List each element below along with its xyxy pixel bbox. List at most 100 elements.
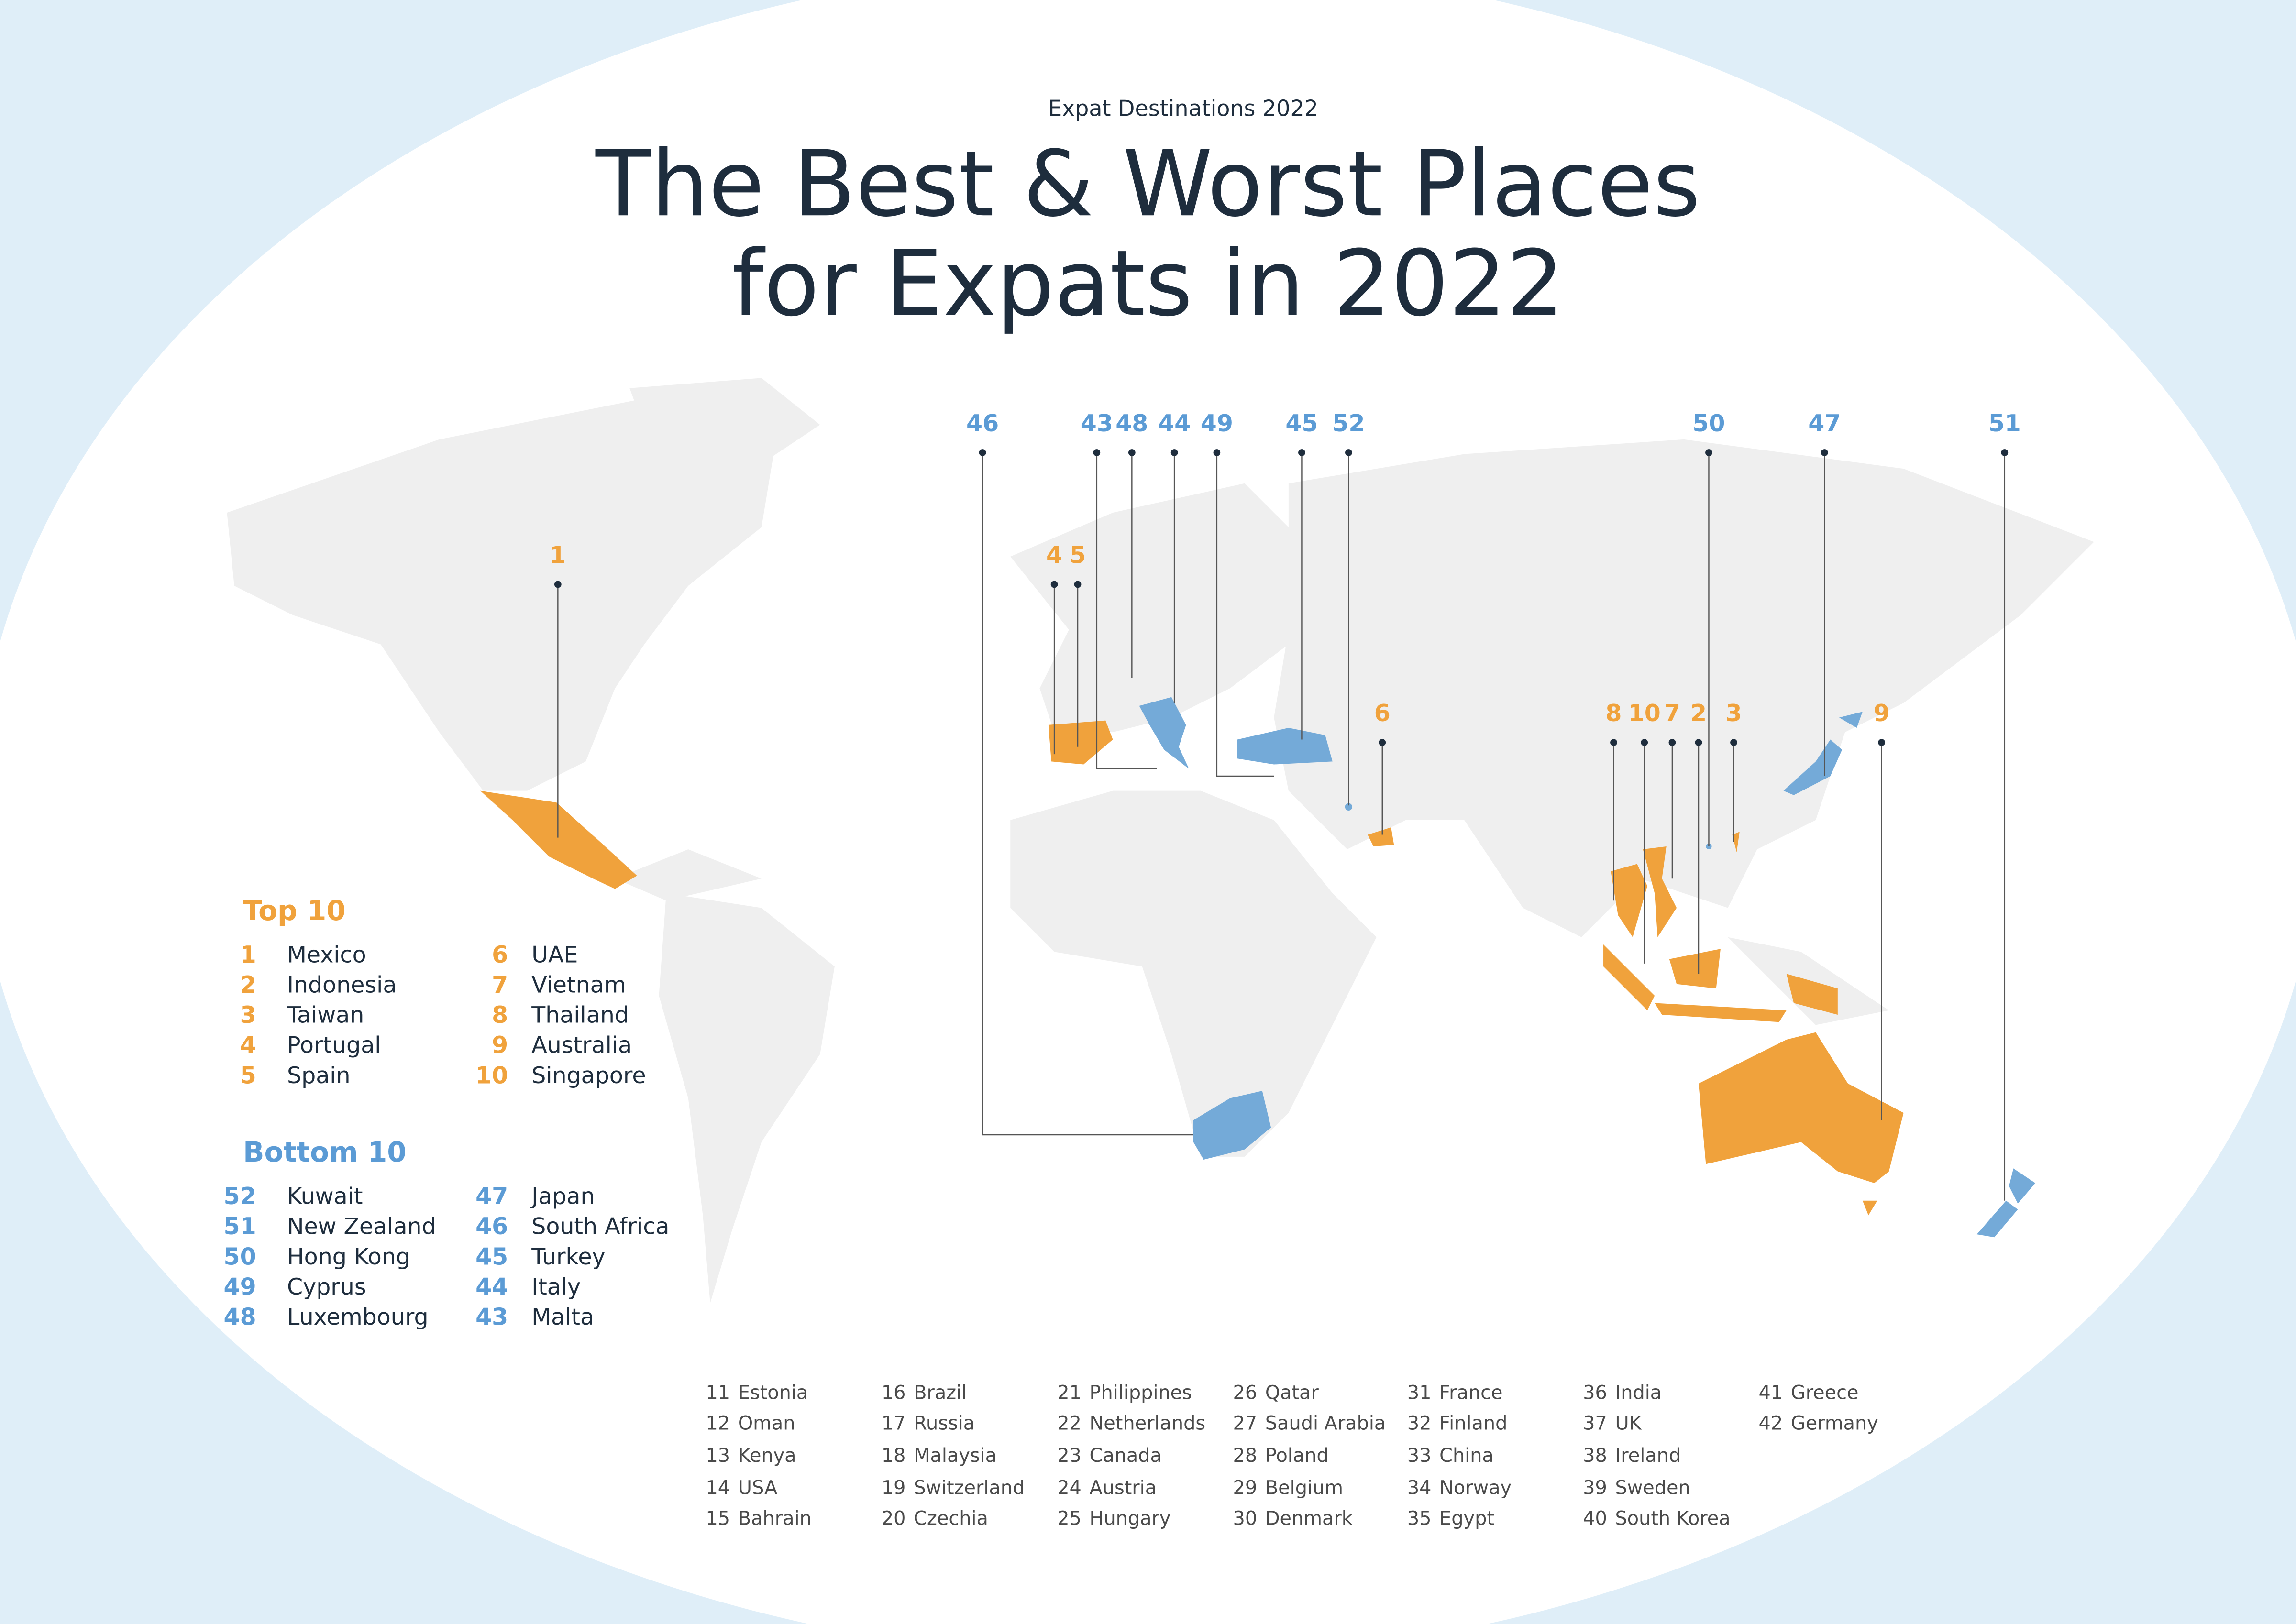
- rank: 48: [224, 1303, 256, 1330]
- map-rank: 1: [550, 541, 566, 569]
- rank: 6: [492, 941, 508, 968]
- rank: 52: [224, 1183, 256, 1210]
- country: [1643, 846, 1677, 937]
- rank: 36: [1583, 1382, 1607, 1404]
- country: [1345, 803, 1353, 811]
- country: Germany: [1791, 1413, 1878, 1435]
- rank: 32: [1407, 1413, 1432, 1435]
- leader-dot: [1610, 739, 1617, 746]
- callouts: 1 4 5 6 8 10 7 2 3 9 46 43 48 44 49 45 52 50 47 51: [550, 410, 2021, 1201]
- country: Sweden: [1615, 1477, 1690, 1499]
- rank: 10: [475, 1062, 508, 1089]
- country: Hong Kong: [287, 1244, 410, 1270]
- country: Cyprus: [287, 1274, 366, 1300]
- country: Belgium: [1265, 1477, 1343, 1499]
- leader-dot: [979, 449, 986, 456]
- lists: Top 10 Bottom 10 1 Mexico 2 Indonesia 3 Taiwan 4…: [224, 894, 1878, 1530]
- rank: 4: [240, 1031, 256, 1059]
- rank: 11: [706, 1382, 730, 1404]
- country: Malta: [531, 1304, 594, 1330]
- rank: 40: [1583, 1508, 1607, 1530]
- country: Norway: [1439, 1477, 1512, 1499]
- country: Italy: [531, 1274, 581, 1300]
- leader-dot: [1213, 449, 1221, 456]
- leader-line: [1096, 452, 1157, 769]
- rank: 12: [706, 1413, 730, 1435]
- country: Kuwait: [287, 1184, 363, 1210]
- country: India: [1615, 1382, 1662, 1404]
- country: [1655, 1003, 1787, 1022]
- rank: 43: [475, 1303, 508, 1330]
- rank: 30: [1233, 1508, 1258, 1530]
- kicker: Expat Destinations 2022: [1048, 96, 1318, 121]
- country: Finland: [1439, 1413, 1507, 1435]
- country: Malaysia: [914, 1445, 997, 1467]
- country: [480, 790, 637, 889]
- country: [1603, 944, 1655, 1010]
- country: Ireland: [1615, 1445, 1681, 1467]
- rank: 7: [492, 971, 508, 999]
- leader-dot: [1128, 449, 1136, 456]
- rank: 37: [1583, 1413, 1607, 1435]
- rank: 2: [240, 971, 256, 999]
- leader-dot: [1298, 449, 1305, 456]
- land: [1010, 483, 1318, 733]
- rank: 19: [882, 1477, 906, 1499]
- map-rank: 10: [1628, 700, 1661, 727]
- country: Spain: [287, 1063, 351, 1089]
- leader-dot: [1641, 739, 1648, 746]
- leader-dot: [1170, 449, 1178, 456]
- map-rank: 49: [1201, 410, 1233, 437]
- map-rank: 7: [1664, 700, 1680, 727]
- map-rank: 47: [1808, 410, 1841, 437]
- rank: 33: [1407, 1445, 1432, 1467]
- country: UK: [1615, 1413, 1642, 1435]
- country: UAE: [531, 942, 578, 968]
- rank: 3: [240, 1001, 256, 1029]
- country: Kenya: [738, 1445, 796, 1467]
- leader-dot: [1668, 739, 1676, 746]
- country: Austria: [1090, 1477, 1157, 1499]
- country: Greece: [1791, 1382, 1859, 1404]
- country: Denmark: [1265, 1508, 1353, 1530]
- leader-dot: [1379, 739, 1386, 746]
- rank: 49: [224, 1273, 256, 1300]
- rank: 20: [882, 1508, 906, 1530]
- rank: 41: [1759, 1382, 1783, 1404]
- leader-dot: [2001, 449, 2009, 456]
- map-rank: 43: [1081, 410, 1113, 437]
- list-heading: Bottom 10: [243, 1136, 407, 1168]
- country: Japan: [530, 1184, 595, 1210]
- country: France: [1439, 1382, 1502, 1404]
- map-rank: 50: [1692, 410, 1725, 437]
- land: [629, 378, 820, 483]
- rank: 35: [1407, 1508, 1432, 1530]
- country: [1862, 1200, 1877, 1216]
- rank: 8: [492, 1001, 508, 1029]
- leader-dot: [1730, 739, 1737, 746]
- leader-dot: [1093, 449, 1101, 456]
- rank: 18: [882, 1445, 906, 1467]
- rank: 51: [224, 1213, 256, 1240]
- leader-dot: [1821, 449, 1828, 456]
- country: [2009, 1168, 2036, 1204]
- rank: 38: [1583, 1445, 1607, 1467]
- country: [1193, 1091, 1271, 1160]
- country: Estonia: [738, 1382, 808, 1404]
- rank: 21: [1057, 1382, 1082, 1404]
- land: [615, 849, 762, 901]
- country: Saudi Arabia: [1265, 1413, 1386, 1435]
- leader-dot: [554, 581, 562, 588]
- rank: 42: [1759, 1413, 1783, 1435]
- country: New Zealand: [287, 1214, 436, 1240]
- rank: 24: [1057, 1477, 1082, 1499]
- rank: 44: [475, 1273, 508, 1300]
- leader-line: [1216, 452, 1274, 777]
- rank: 34: [1407, 1477, 1432, 1499]
- country: [1139, 697, 1189, 769]
- country: [1699, 1032, 1904, 1184]
- rank: 29: [1233, 1477, 1258, 1499]
- country: Bahrain: [738, 1508, 812, 1530]
- country: Egypt: [1439, 1508, 1494, 1530]
